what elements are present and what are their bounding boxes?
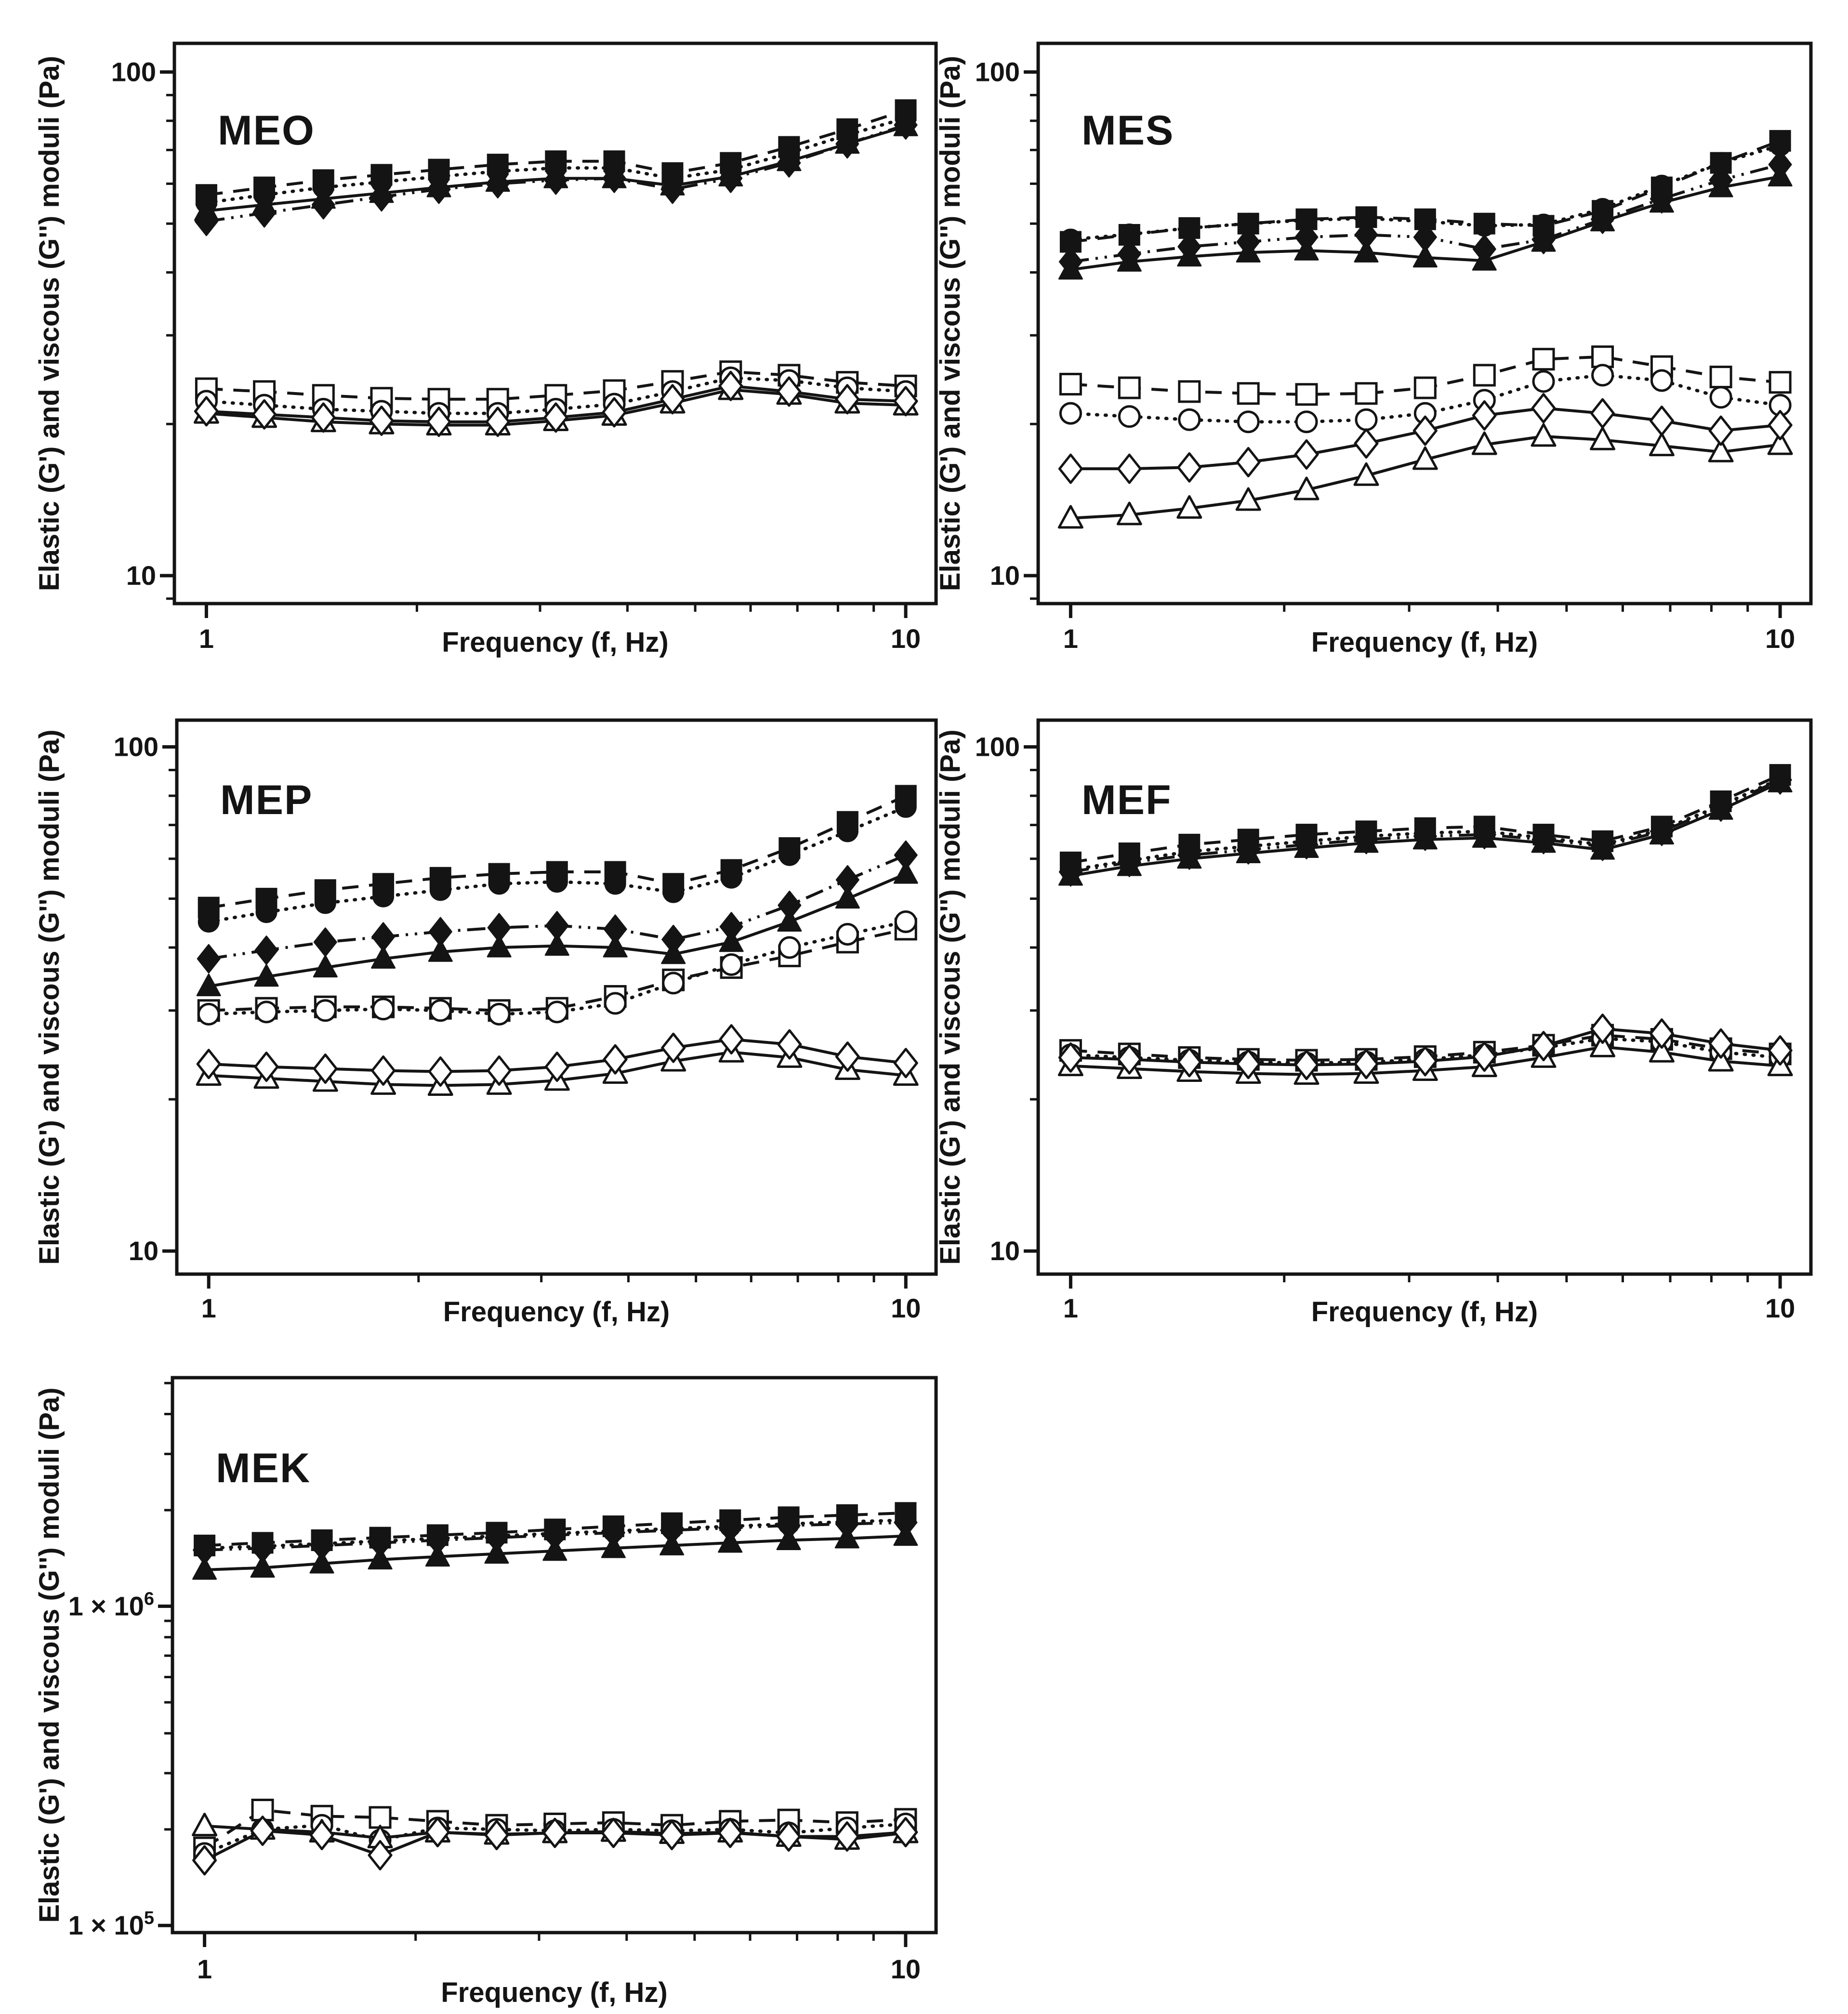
x-tick-label: 10 [891,1954,921,1984]
series-open-diamond [192,1816,918,1876]
x-axis-ticks [1069,604,1782,618]
y-axis-label: Elastic (G') and viscous (G'') moduli (P… [34,1387,65,1922]
y-tick-label: 1 × 105 [68,1908,154,1940]
series-filled-circle [198,796,917,933]
y-tick-label: 10 [126,560,156,591]
x-tick-label: 1 [197,1954,212,1984]
series-filled-diamond [197,840,918,974]
panel-meo-chart: 1 10 10 100 Frequency (f, Hz) Elastic (G') an… [34,41,938,658]
series-open-diamond [194,370,918,437]
y-axis-label: Elastic (G') and viscous (G'') moduli (P… [935,56,966,591]
x-tick-label: 1 [1063,623,1078,654]
x-tick-label: 1 [199,623,214,654]
panel-title: MES [1082,107,1174,154]
x-axis-ticks [204,604,908,618]
x-axis-label: Frequency (f, Hz) [1311,1296,1538,1328]
y-tick-label: 100 [975,732,1020,762]
y-axis-label: Elastic (G') and viscous (G'') moduli (P… [34,56,65,591]
series-open-diamond [196,1024,918,1087]
y-tick-label: 10 [990,560,1020,591]
x-axis-label: Frequency (f, Hz) [443,1296,670,1328]
y-axis-ticks [1024,745,1038,1253]
x-axis-label: Frequency (f, Hz) [441,1977,668,2008]
panel-mef-chart: 1 10 10 100 Frequency (f, Hz) Elastic (G') an… [935,718,1813,1328]
panel-title: MEP [220,777,313,823]
series-open-square [1059,345,1792,406]
x-axis-ticks [1069,1274,1782,1289]
x-tick-label: 10 [891,1293,921,1323]
x-axis-ticks [207,1274,908,1289]
series-open-circle [1059,364,1792,434]
series-filled-diamond [1058,150,1792,276]
series-open-diamond [1058,393,1793,484]
panel-title: MEF [1082,777,1172,823]
y-axis-label: Elastic (G') and viscous (G'') moduli (P… [935,729,966,1264]
plot-frame [1036,718,1813,1276]
series-filled-diamond [194,110,918,237]
x-axis-ticks [203,1933,908,1947]
x-axis-label: Frequency (f, Hz) [442,627,669,658]
plot-frame [1036,41,1813,606]
y-tick-label: 100 [114,732,158,762]
series-filled-diamond [1058,765,1792,887]
y-tick-label: 100 [975,56,1020,87]
panel-title: MEO [218,107,315,154]
y-axis-ticks [160,70,174,600]
y-tick-label: 100 [111,56,156,87]
x-tick-label: 1 [201,1293,216,1323]
series-open-circle [197,910,917,1026]
y-axis-ticks [162,745,177,1253]
y-axis-ticks [1024,70,1038,600]
series-open-triangle [1057,423,1793,529]
panel-title: MEK [216,1445,311,1491]
panel-mep-chart: 1 10 10 100 Frequency (f, Hz) Elastic (G') an… [34,718,938,1328]
plot-frame [175,718,938,1276]
series-filled-diamond [193,1508,918,1565]
x-axis-label: Frequency (f, Hz) [1311,627,1538,658]
series-filled-triangle [196,861,918,997]
x-tick-label: 1 [1063,1293,1078,1323]
y-axis-label: Elastic (G') and viscous (G'') moduli (P… [34,729,65,1264]
x-tick-label: 10 [1765,623,1795,654]
x-tick-label: 10 [1765,1293,1795,1323]
y-axis-ticks [158,1382,172,1927]
panel-mek-chart: 1 10 1 × 105 1 × 106 Frequency (f, Hz) Elasti… [34,1376,938,2008]
panel-mes-chart: 1 10 10 100 Frequency (f, Hz) Elastic (G') an… [935,41,1813,658]
series-open-diamond [1058,1014,1793,1080]
x-tick-label: 10 [891,623,921,654]
y-tick-label: 10 [129,1236,158,1266]
plot-frame [172,41,938,606]
y-tick-label: 10 [990,1236,1020,1266]
y-tick-label: 1 × 106 [68,1589,154,1621]
